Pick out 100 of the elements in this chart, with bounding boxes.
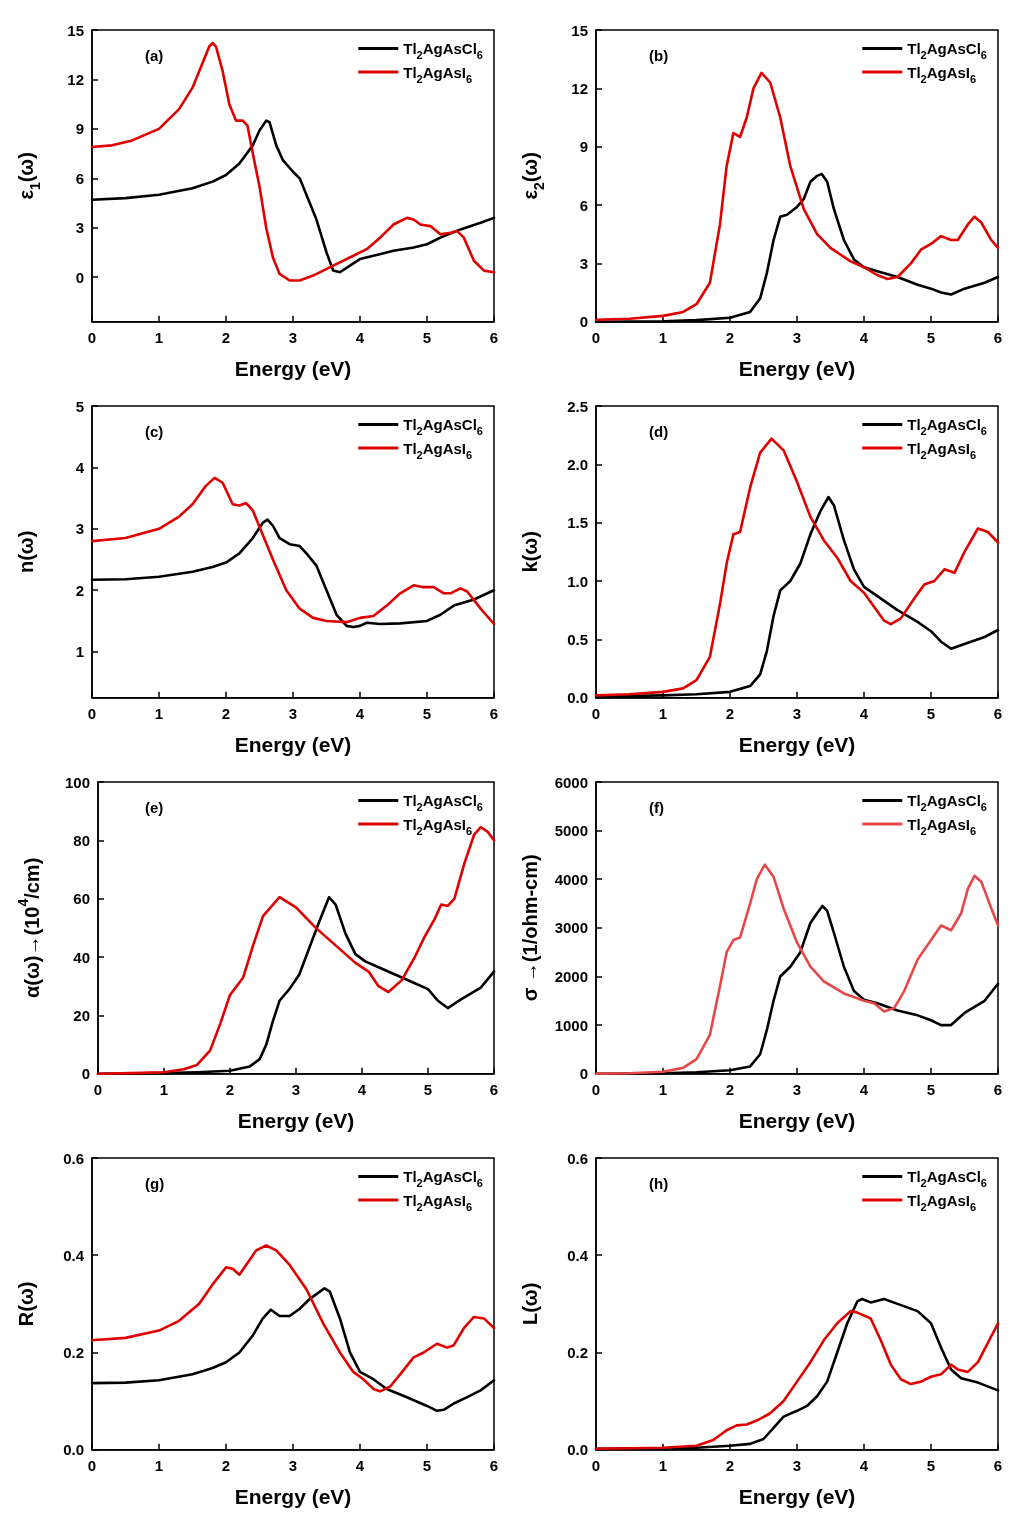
x-tick-label: 0 <box>591 328 601 346</box>
y-tick-label: 1 <box>75 643 84 661</box>
y-tick-label: 5 <box>75 397 84 415</box>
y-tick-label: 0.2 <box>567 1343 588 1361</box>
x-tick-label: 2 <box>225 1080 235 1098</box>
x-tick-label: 5 <box>926 328 936 346</box>
x-axis-title: Energy (eV) <box>234 1485 352 1508</box>
y-tick-label: 0 <box>579 1065 588 1083</box>
x-tick-label: 1 <box>658 1080 668 1098</box>
y-axis-title: n(ω) <box>15 530 37 574</box>
x-axis-title: Energy (eV) <box>738 1109 856 1132</box>
y-tick-label: 5000 <box>554 822 588 840</box>
y-tick-label: 3 <box>75 219 84 237</box>
x-tick-label: 5 <box>926 704 936 722</box>
annotation: (b) <box>649 47 669 64</box>
y-tick-label: 1.5 <box>567 514 588 532</box>
x-tick-label: 3 <box>792 1456 802 1474</box>
x-tick-label: 2 <box>221 328 231 346</box>
x-axis-title: Energy (eV) <box>234 357 352 380</box>
y-tick-label: 3 <box>579 254 588 272</box>
x-tick-label: 4 <box>355 1456 365 1474</box>
annotation: (d) <box>649 423 669 440</box>
x-tick-label: 5 <box>926 1080 936 1098</box>
y-tick-label: 0.6 <box>567 1149 588 1167</box>
y-tick-label: 15 <box>571 21 588 39</box>
y-axis-title: R(ω) <box>15 1281 37 1327</box>
x-axis-title: Energy (eV) <box>738 1485 856 1508</box>
y-axis-title: ε2(ω) <box>519 152 547 200</box>
y-tick-label: 100 <box>64 773 90 791</box>
y-axis-title: σ →(1/ohm-cm) <box>519 854 541 1002</box>
y-tick-label: 2.5 <box>567 397 588 415</box>
y-tick-label: 6 <box>579 196 588 214</box>
y-tick-label: 0 <box>75 268 84 286</box>
x-tick-label: 4 <box>859 1080 869 1098</box>
y-axis-title: α(ω)→(104/cm) <box>15 857 43 999</box>
x-tick-label: 2 <box>221 704 231 722</box>
x-tick-label: 3 <box>288 1456 298 1474</box>
x-tick-label: 0 <box>591 1080 601 1098</box>
y-tick-label: 9 <box>75 120 84 138</box>
y-tick-label: 2 <box>75 581 84 599</box>
x-tick-label: 0 <box>93 1080 103 1098</box>
y-tick-label: 0 <box>81 1065 90 1083</box>
y-tick-label: 0.0 <box>567 1441 588 1459</box>
x-tick-label: 2 <box>725 328 735 346</box>
x-tick-label: 3 <box>792 328 802 346</box>
y-tick-label: 0 <box>579 313 588 331</box>
x-tick-label: 1 <box>154 1456 164 1474</box>
y-tick-label: 0.2 <box>63 1343 84 1361</box>
y-tick-label: 0.4 <box>567 1246 589 1264</box>
y-axis-title: k(ω) <box>519 531 541 573</box>
y-tick-label: 6 <box>75 169 84 187</box>
x-tick-label: 5 <box>926 1456 936 1474</box>
x-tick-label: 1 <box>159 1080 169 1098</box>
x-tick-label: 0 <box>591 704 601 722</box>
line-series <box>90 1244 496 1393</box>
x-tick-label: 4 <box>859 328 869 346</box>
x-tick-label: 6 <box>489 328 499 346</box>
annotation: (g) <box>145 1175 165 1192</box>
y-tick-label: 0.0 <box>63 1441 84 1459</box>
x-tick-label: 1 <box>154 704 164 722</box>
x-tick-label: 4 <box>355 328 365 346</box>
y-tick-label: 40 <box>73 948 90 966</box>
y-tick-label: 0.6 <box>63 1149 84 1167</box>
y-tick-label: 15 <box>67 21 84 39</box>
y-tick-label: 20 <box>73 1006 90 1024</box>
y-tick-label: 12 <box>67 70 84 88</box>
x-tick-label: 6 <box>489 1456 499 1474</box>
y-tick-label: 0.4 <box>63 1246 85 1264</box>
x-tick-label: 5 <box>422 1456 432 1474</box>
x-axis-title: Energy (eV) <box>738 357 856 380</box>
x-tick-label: 2 <box>725 1080 735 1098</box>
y-tick-label: 4000 <box>554 870 588 888</box>
annotation: (c) <box>145 423 164 440</box>
y-tick-label: 80 <box>73 831 90 849</box>
x-tick-label: 1 <box>658 704 668 722</box>
x-tick-label: 4 <box>357 1080 367 1098</box>
y-tick-label: 3000 <box>554 919 588 937</box>
x-tick-label: 2 <box>725 704 735 722</box>
x-tick-label: 1 <box>658 1456 668 1474</box>
x-axis-title: Energy (eV) <box>237 1109 355 1132</box>
x-axis-title: Energy (eV) <box>738 733 856 756</box>
y-tick-label: 0.0 <box>567 689 588 707</box>
line-series <box>90 476 496 626</box>
y-axis-title: L(ω) <box>519 1282 541 1326</box>
x-axis-title: Energy (eV) <box>234 733 352 756</box>
x-tick-label: 6 <box>993 1080 1003 1098</box>
y-tick-label: 1.0 <box>567 572 588 590</box>
x-tick-label: 6 <box>489 1080 499 1098</box>
line-series <box>90 41 496 282</box>
y-tick-label: 12 <box>571 79 588 97</box>
x-tick-label: 4 <box>859 704 869 722</box>
annotation: (h) <box>649 1175 669 1192</box>
y-tick-label: 2.0 <box>567 455 588 473</box>
x-tick-label: 3 <box>792 704 802 722</box>
annotation: (e) <box>145 799 164 816</box>
x-tick-label: 5 <box>422 328 432 346</box>
x-tick-label: 1 <box>154 328 164 346</box>
x-tick-label: 5 <box>423 1080 433 1098</box>
annotation: (a) <box>145 47 164 64</box>
x-tick-label: 6 <box>993 1456 1003 1474</box>
